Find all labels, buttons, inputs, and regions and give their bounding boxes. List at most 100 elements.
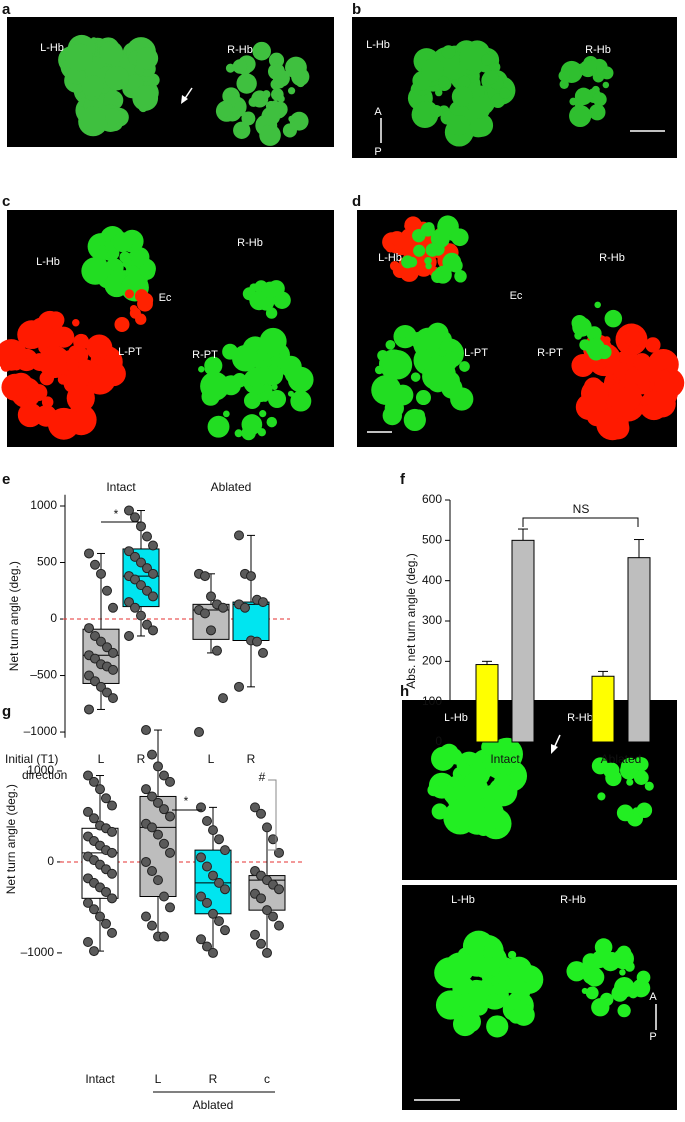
cell [399, 331, 407, 339]
cell [636, 970, 651, 985]
cell [619, 969, 626, 976]
data-point [196, 891, 206, 902]
y-tick-label: –1000 [21, 945, 55, 959]
x-axis-label: direction [22, 768, 67, 782]
cell [469, 113, 494, 137]
cell [585, 967, 605, 987]
cell [494, 966, 501, 973]
cell [266, 416, 278, 428]
data-point [107, 893, 117, 904]
cell [221, 375, 242, 396]
cell [616, 804, 634, 822]
data-point [202, 861, 212, 872]
image-label: R-Hb [585, 44, 611, 56]
panel-letter: d [352, 193, 361, 210]
image-label: A [649, 991, 657, 1003]
cell [574, 87, 593, 106]
cell [506, 956, 532, 983]
data-point [142, 531, 152, 542]
y-tick-label: –500 [30, 668, 57, 682]
data-point [250, 802, 260, 813]
data-point [108, 602, 118, 613]
cell [255, 367, 273, 385]
y-axis-label: Net turn angle (deg.) [4, 784, 18, 894]
cell [460, 1006, 474, 1019]
significance-bracket [522, 517, 639, 527]
data-point [83, 897, 93, 908]
data-point [124, 505, 134, 516]
bar [591, 675, 615, 743]
data-point [124, 597, 134, 608]
cell [468, 980, 491, 1003]
data-point [90, 676, 100, 687]
cell [207, 415, 230, 438]
data-point [102, 642, 112, 653]
cell [617, 382, 625, 391]
significance: # [259, 770, 266, 784]
cell [438, 349, 447, 357]
cell [484, 70, 499, 85]
cell [611, 984, 629, 1002]
data-point [136, 557, 146, 568]
data-point [165, 811, 175, 822]
cell [289, 111, 309, 131]
data-point [256, 893, 266, 904]
image-label: L-Hb [451, 894, 475, 906]
cell [616, 945, 632, 961]
data-point [141, 911, 151, 922]
cell [392, 384, 414, 406]
data-point [130, 512, 140, 523]
cell [86, 334, 113, 361]
cell [421, 58, 444, 82]
data-point [153, 797, 163, 808]
cell [132, 85, 159, 111]
cell [572, 317, 592, 337]
cell [644, 781, 654, 791]
data-point [95, 784, 105, 795]
cell [594, 938, 613, 956]
data-point [142, 619, 152, 630]
data-point [214, 834, 224, 845]
cell [442, 371, 460, 389]
cell [271, 88, 284, 101]
cell [645, 337, 661, 353]
cell [261, 106, 281, 126]
cell [385, 242, 395, 253]
y-tick-label: 600 [422, 492, 442, 506]
data-point [101, 918, 111, 929]
data-point [214, 877, 224, 888]
data-point [246, 571, 256, 582]
bar [511, 539, 535, 743]
cell [591, 998, 610, 1017]
data-point [258, 647, 268, 658]
data-point [220, 925, 230, 936]
cell [252, 41, 271, 61]
data-point [108, 647, 118, 658]
data-point [148, 540, 158, 551]
y-tick-label: 0 [47, 854, 54, 868]
cell [454, 270, 467, 283]
group-label: Ablated [211, 480, 252, 494]
data-point [262, 822, 272, 833]
data-point [102, 687, 112, 698]
data-point [220, 884, 230, 895]
cell [296, 78, 306, 88]
data-point [159, 770, 169, 781]
cell [499, 87, 511, 99]
cell [407, 219, 416, 228]
cell [434, 957, 466, 989]
image-label: L-Hb [378, 252, 402, 264]
data-point [142, 585, 152, 596]
cell [81, 257, 109, 285]
cell [81, 75, 104, 97]
cell [99, 244, 106, 251]
cell [204, 356, 223, 375]
cell [198, 365, 205, 373]
data-point [124, 546, 134, 557]
data-point [208, 870, 218, 881]
cell [72, 319, 80, 327]
data-point [258, 597, 268, 608]
data-point [147, 822, 157, 833]
cell [234, 101, 244, 111]
data-point [208, 947, 218, 958]
